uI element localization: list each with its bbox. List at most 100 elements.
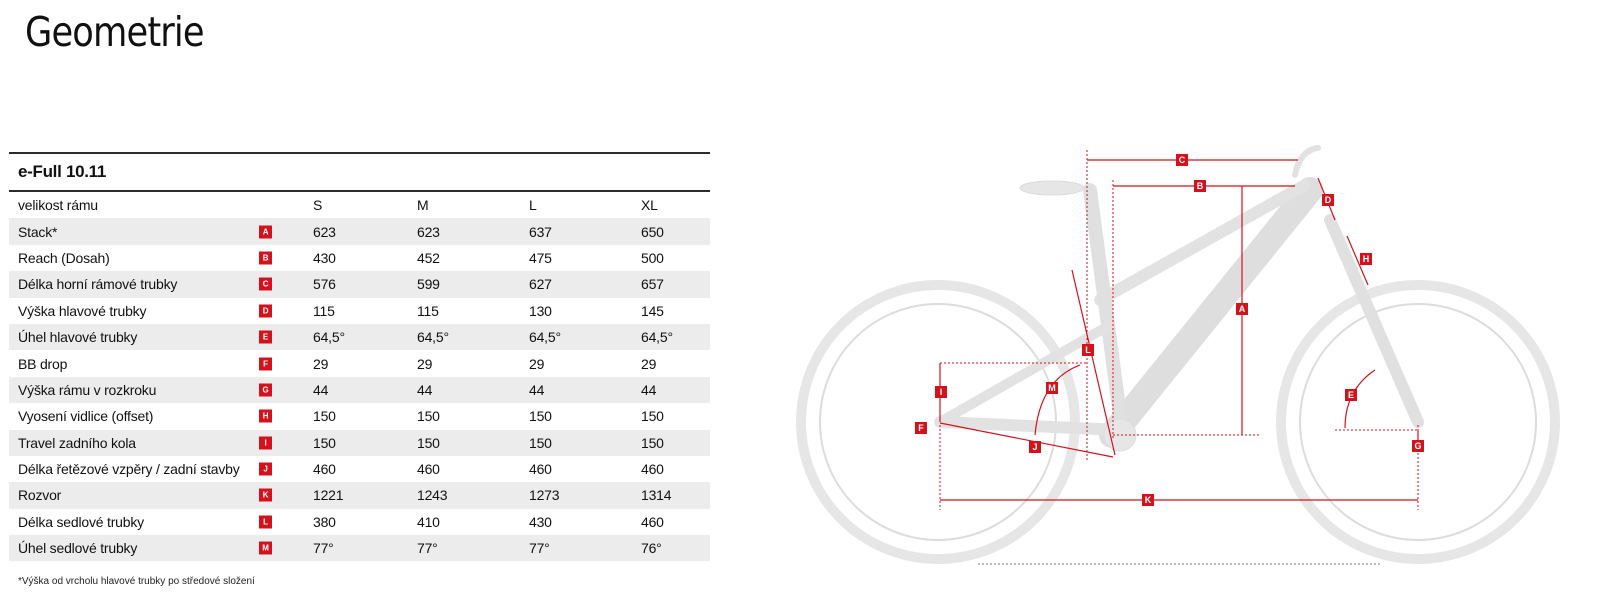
- row-label: Travel zadního kola: [18, 434, 136, 451]
- row-value-m: 150: [417, 408, 440, 425]
- dimension-lines: [939, 150, 1419, 510]
- svg-text:C: C: [1179, 155, 1186, 165]
- row-value-xl: 44: [641, 381, 657, 398]
- table-row: Rozvor K 1221 1243 1273 1314: [9, 482, 710, 509]
- marker-d: D: [1322, 194, 1334, 206]
- bike-geometry-diagram: C B D H A L M I E F J G K: [796, 145, 1560, 565]
- row-value-xl: 145: [641, 302, 664, 319]
- row-label: BB drop: [18, 355, 68, 372]
- bike-silhouette: [796, 145, 1560, 565]
- table-row: BB drop F 29 29 29 29: [9, 350, 710, 376]
- row-value-m: 410: [417, 513, 440, 530]
- svg-text:K: K: [1145, 495, 1152, 505]
- row-value-xl: 150: [641, 434, 664, 451]
- row-value-m: 1243: [417, 487, 448, 504]
- table-row: Reach (Dosah) B 430 452 475 500: [9, 245, 710, 271]
- dimension-markers: C B D H A L M I E F J G K: [915, 154, 1424, 506]
- row-value-xl: 460: [641, 513, 664, 530]
- row-value-xl: 657: [641, 276, 664, 293]
- row-value-m: 77°: [417, 540, 438, 557]
- size-header-l: L: [529, 197, 537, 214]
- row-value-l: 1273: [529, 487, 560, 504]
- svg-text:H: H: [1363, 254, 1370, 264]
- row-badge: A: [259, 225, 272, 239]
- marker-i: I: [935, 386, 947, 398]
- handlebar: [1292, 145, 1321, 178]
- frame-seatstay: [935, 320, 1115, 427]
- marker-j: J: [1029, 441, 1041, 453]
- row-value-xl: 76°: [641, 540, 662, 557]
- row-value-xl: 64,5°: [641, 329, 673, 346]
- row-badge: B: [259, 251, 272, 265]
- row-value-s: 460: [313, 461, 336, 478]
- front-wheel-rim: [1299, 303, 1537, 541]
- row-value-xl: 460: [641, 461, 664, 478]
- svg-text:F: F: [918, 423, 924, 433]
- saddle: [1019, 180, 1085, 196]
- marker-l: L: [1082, 344, 1094, 356]
- svg-text:G: G: [1414, 441, 1421, 451]
- row-value-l: 150: [529, 434, 552, 451]
- row-value-s: 623: [313, 223, 336, 240]
- row-value-m: 623: [417, 223, 440, 240]
- row-value-s: 44: [313, 381, 329, 398]
- row-badge: H: [259, 409, 272, 423]
- row-value-l: 130: [529, 302, 552, 319]
- row-value-l: 64,5°: [529, 329, 561, 346]
- row-badge: J: [259, 462, 272, 476]
- row-label: Délka řetězové vzpěry / zadní stavby: [18, 461, 240, 478]
- row-badge: G: [259, 383, 272, 397]
- row-value-l: 475: [529, 249, 552, 266]
- row-value-xl: 1314: [641, 487, 672, 504]
- marker-k: K: [1142, 494, 1154, 506]
- row-label: Výška hlavové trubky: [18, 302, 147, 319]
- svg-text:A: A: [1239, 304, 1246, 314]
- row-value-xl: 650: [641, 223, 664, 240]
- table-row: Délka řetězové vzpěry / zadní stavby J 460…: [9, 456, 710, 482]
- row-value-m: 115: [417, 302, 439, 319]
- page-title: Geometrie: [25, 8, 205, 56]
- frame-down-tube: [1099, 177, 1323, 448]
- table-body: Stack* A 623 623 637 650 Reach (Dosah) B 430 452 4…: [9, 218, 710, 562]
- row-value-s: 64,5°: [313, 329, 345, 346]
- svg-text:D: D: [1325, 195, 1332, 205]
- frame-chainstay: [934, 416, 1126, 436]
- row-label: Úhel hlavové trubky: [18, 329, 138, 346]
- svg-text:I: I: [940, 387, 943, 397]
- row-label: Rozvor: [18, 487, 62, 504]
- frame-top-tube: [1094, 179, 1311, 306]
- row-badge: I: [259, 436, 272, 450]
- svg-text:B: B: [1197, 181, 1204, 191]
- table-row: Úhel sedlové trubky M 77° 77° 77° 76°: [9, 535, 710, 562]
- row-value-l: 460: [529, 461, 552, 478]
- row-value-s: 380: [313, 513, 336, 530]
- row-value-s: 77°: [313, 540, 334, 557]
- marker-m: M: [1046, 382, 1058, 394]
- marker-g: G: [1412, 440, 1424, 452]
- table-row: Travel zadního kola I 150 150 150 150: [9, 429, 710, 456]
- table-row: Úhel hlavové trubky E 64,5° 64,5° 64,5° 64,5°: [9, 323, 710, 351]
- row-value-l: 430: [529, 513, 552, 530]
- marker-e: E: [1345, 389, 1357, 401]
- svg-text:J: J: [1032, 442, 1037, 452]
- row-label: Reach (Dosah): [18, 249, 110, 266]
- row-value-l: 627: [529, 276, 552, 293]
- row-value-s: 430: [313, 249, 336, 266]
- table-row: Stack* A 623 623 637 650: [9, 218, 710, 245]
- row-badge: K: [259, 488, 272, 502]
- row-value-l: 29: [529, 355, 545, 372]
- row-label: Délka sedlové trubky: [18, 513, 144, 530]
- row-badge: L: [259, 515, 272, 529]
- fork: [1324, 214, 1424, 428]
- svg-text:M: M: [1048, 383, 1056, 393]
- row-value-m: 599: [417, 276, 440, 293]
- row-value-m: 29: [417, 355, 433, 372]
- table-row: Vyosení vidlice (offset) H 150 150 150 150: [9, 403, 710, 429]
- row-label: Stack*: [18, 223, 58, 240]
- row-value-l: 77°: [529, 540, 550, 557]
- marker-a: A: [1236, 303, 1248, 315]
- row-value-m: 460: [417, 461, 440, 478]
- svg-text:L: L: [1085, 345, 1091, 355]
- size-header-m: M: [417, 197, 429, 214]
- row-value-s: 150: [313, 408, 336, 425]
